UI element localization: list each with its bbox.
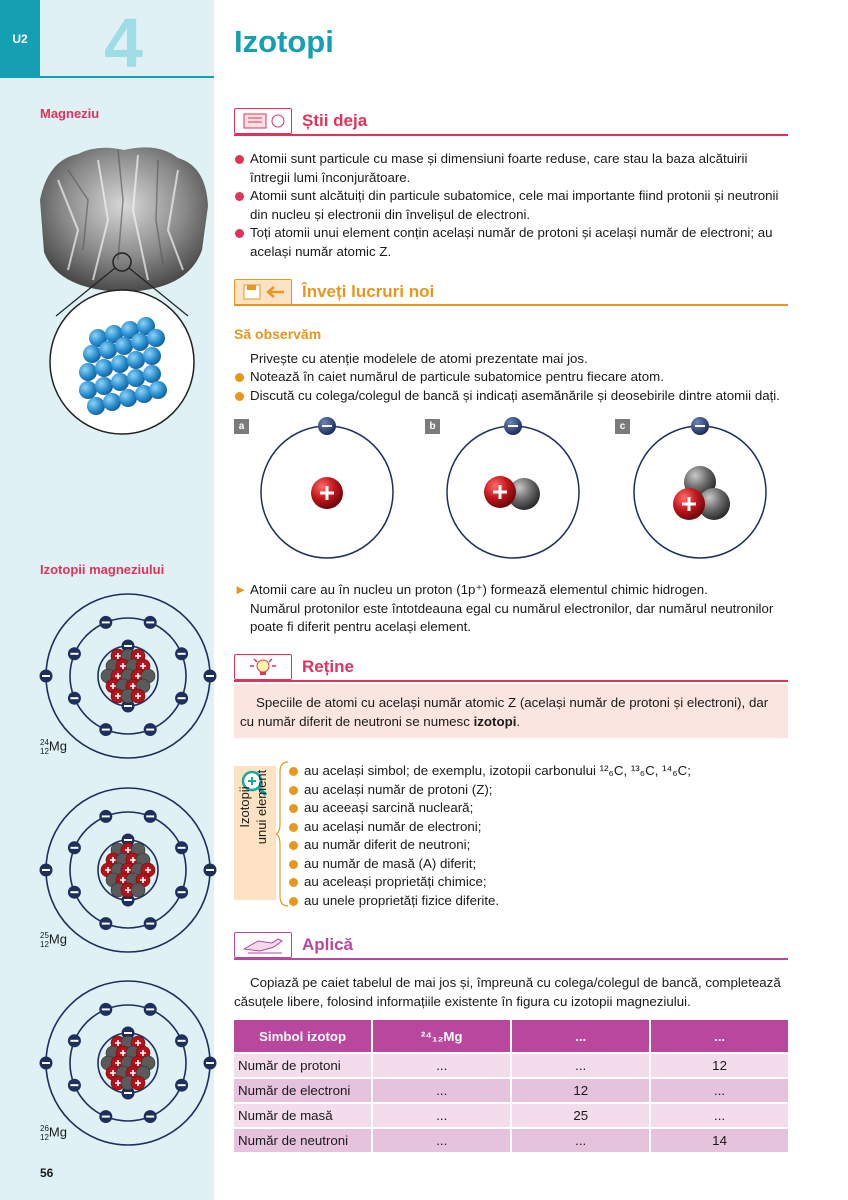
retine-rule xyxy=(234,680,788,682)
list-item: Notează în caiet numărul de particule su… xyxy=(234,368,790,387)
mg-atom-model xyxy=(39,980,217,1146)
triangle-bullet-icon: ► xyxy=(234,582,248,597)
magnesium-illustration xyxy=(40,147,208,435)
table-header: ²⁴₁₂Mg xyxy=(373,1020,511,1052)
list-item: au același număr de electroni; xyxy=(288,818,788,837)
aplica-instructions: Copiază pe caiet tabelul de mai jos și, … xyxy=(234,975,781,1009)
notebook-icon xyxy=(234,108,292,134)
stii-deja-header: Știi deja xyxy=(234,108,367,134)
mg26-label: 26 12 Mg xyxy=(40,1124,67,1142)
lightbulb-icon xyxy=(234,654,292,680)
table-cell: ... xyxy=(651,1104,788,1127)
list-item: au aceleași proprietăți chimice; xyxy=(288,873,788,892)
list-item: au același număr de protoni (Z); xyxy=(288,781,788,800)
retine-box xyxy=(234,684,788,738)
table-header: ... xyxy=(651,1020,788,1052)
neutron xyxy=(130,882,146,898)
table-row: Număr de protoni ... ... 12 xyxy=(234,1054,788,1077)
table-header-row: Simbol izotop ²⁴₁₂Mg ... ... xyxy=(234,1020,788,1052)
list-item: au același simbol; de exemplu, izotopii … xyxy=(288,762,788,781)
list-item: Atomii sunt particule cu mase și dimensi… xyxy=(234,150,790,187)
aplica-heading: Aplică xyxy=(302,935,354,954)
table-cell: Număr de electroni xyxy=(234,1079,372,1102)
unit-tab: U2 xyxy=(0,0,40,78)
table-cell: ... xyxy=(373,1079,511,1102)
list-item: au număr de masă (A) diferit; xyxy=(288,855,788,874)
stii-deja-list: Atomii sunt particule cu mase și dimensi… xyxy=(234,150,790,261)
table-cell: ... xyxy=(373,1129,511,1152)
magnifier-icon xyxy=(241,770,268,797)
observe-intro: Privește cu atenție modelele de atomi pr… xyxy=(250,351,588,366)
hydrogen-paragraph: ► Atomii care au în nucleu un proton (1p⁺… xyxy=(234,582,774,634)
atom-b xyxy=(446,417,580,559)
atom-label-c: c xyxy=(615,419,630,434)
curly-brace xyxy=(276,761,289,907)
inveti-rule xyxy=(234,304,788,306)
list-item: au aceeași sarcină nucleară; xyxy=(288,799,788,818)
mg-atom-model xyxy=(39,593,217,759)
table-cell: 14 xyxy=(651,1129,788,1152)
hydrogen-isotope-models xyxy=(260,417,767,559)
inveti-header: Înveți lucruri noi xyxy=(234,279,434,305)
retine-heading: Reține xyxy=(302,657,354,676)
observe-list: Notează în caiet numărul de particule su… xyxy=(234,368,790,405)
table-cell: Număr de protoni xyxy=(234,1054,372,1077)
table-cell: Număr de masă xyxy=(234,1104,372,1127)
isotope-properties-list: au același simbol; de exemplu, izotopii … xyxy=(288,762,788,910)
table-header: Simbol izotop xyxy=(234,1020,372,1052)
table-row: Număr de neutroni ... ... 14 xyxy=(234,1129,788,1152)
chapter-number: 4 xyxy=(104,4,143,82)
inveti-heading: Înveți lucruri noi xyxy=(302,282,435,301)
table-cell: 12 xyxy=(512,1079,650,1102)
sa-observam-heading: Să observăm xyxy=(234,326,322,342)
table-cell: 25 xyxy=(512,1104,650,1127)
table-cell: ... xyxy=(651,1079,788,1102)
atom-c xyxy=(633,417,767,559)
retine-header: Reține xyxy=(234,654,354,680)
atom-label-a: a xyxy=(234,419,249,434)
mg24-label: 24 12 Mg xyxy=(40,738,67,756)
list-item: au număr diferit de neutroni; xyxy=(288,836,788,855)
page-title: Izotopi xyxy=(234,24,334,59)
page-number: 56 xyxy=(40,1166,54,1180)
stii-deja-rule xyxy=(234,134,788,136)
isotopes-side-label: Izotopii unui element xyxy=(237,769,269,845)
table-cell: ... xyxy=(373,1104,511,1127)
table-cell: Număr de neutroni xyxy=(234,1129,372,1152)
magnesium-title: Magneziu xyxy=(40,106,100,121)
mg25-label: 25 12 Mg xyxy=(40,931,67,949)
retine-definition: Speciile de atomi cu același număr atomi… xyxy=(240,695,769,729)
table-row: Număr de masă ... 25 ... xyxy=(234,1104,788,1127)
table-row: Număr de electroni ... 12 ... xyxy=(234,1079,788,1102)
list-item: Discută cu colega/colegul de bancă și in… xyxy=(234,387,790,406)
list-item: au unele proprietăți fizice diferite. xyxy=(288,892,788,911)
writing-hand-icon xyxy=(234,932,292,958)
isotope-table: Simbol izotop ²⁴₁₂Mg ... ... Număr de pr… xyxy=(232,1018,790,1154)
aplica-rule xyxy=(234,958,788,960)
table-cell: ... xyxy=(373,1054,511,1077)
aplica-header: Aplică xyxy=(234,932,353,958)
list-item: Atomii sunt alcătuiți din particule suba… xyxy=(234,187,790,224)
table-header: ... xyxy=(512,1020,650,1052)
chapter-divider xyxy=(40,76,214,78)
isotopes-title: Izotopii magneziului xyxy=(40,562,165,577)
table-cell: ... xyxy=(512,1129,650,1152)
mg-atom-model xyxy=(39,787,217,953)
list-item: Toți atomii unui element conțin același … xyxy=(234,224,790,261)
stii-deja-heading: Știi deja xyxy=(302,111,368,130)
atom-label-b: b xyxy=(425,419,440,434)
atom-a xyxy=(260,417,394,559)
table-cell: ... xyxy=(512,1054,650,1077)
save-arrow-icon xyxy=(234,279,292,305)
table-cell: 12 xyxy=(651,1054,788,1077)
